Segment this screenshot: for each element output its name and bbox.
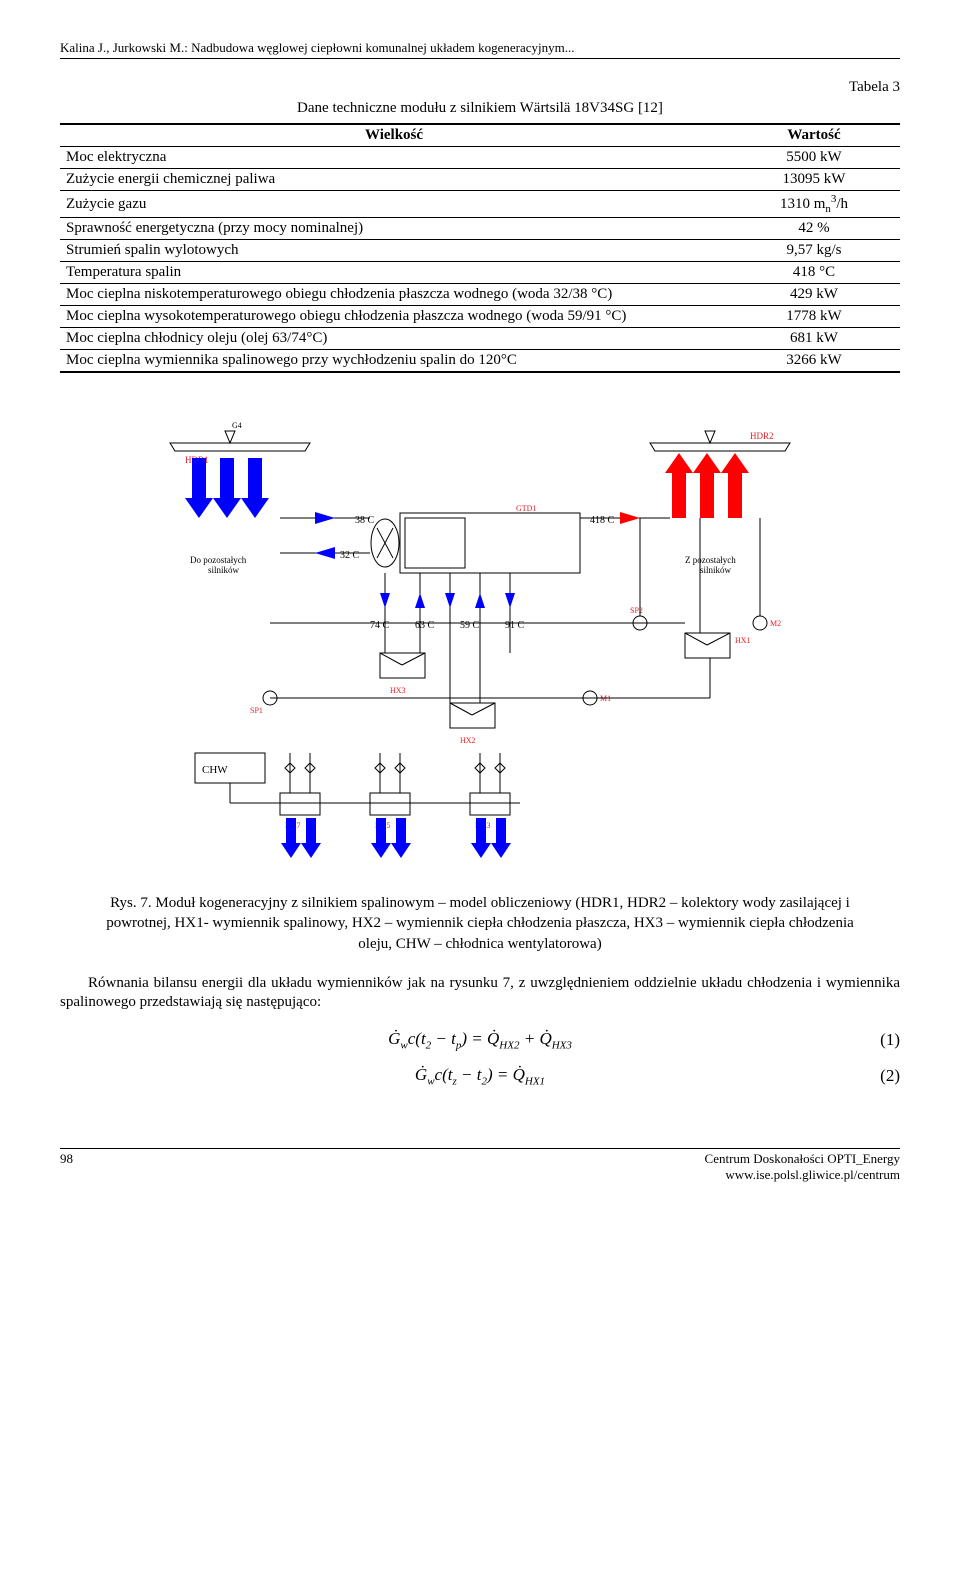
t74: 74 C [370,620,390,631]
table-caption: Dane techniczne modułu z silnikiem Wärts… [60,100,900,117]
cell-key: Zużycie energii chemicznej paliwa [60,169,728,191]
equation-2: Ġwc(tz − t2) = Q̇HX1 (2) [60,1065,900,1087]
page-footer: 98 Centrum Doskonałości OPTI_Energy www.… [60,1148,900,1183]
hdr2-label: HDR2 [750,431,774,441]
equation-1: Ġwc(t2 − tp) = Q̇HX2 + Q̇HX3 (1) [60,1029,900,1051]
hdr1: HDR1 G4 [170,421,310,465]
table-row: Moc cieplna wymiennika spalinowego przy … [60,350,900,373]
arrows-down-left [185,458,269,518]
t91: 91 C [505,620,525,631]
cell-key: Moc cieplna chłodnicy oleju (olej 63/74°… [60,328,728,350]
valves [285,763,505,773]
page-number: 98 [60,1151,73,1183]
chw-cooler: CHW [195,753,265,783]
table-row: Temperatura spalin418 °C [60,262,900,284]
cell-value: 1778 kW [728,306,900,328]
cell-value: 681 kW [728,328,900,350]
cell-key: Sprawność energetyczna (przy mocy nomina… [60,218,728,240]
cell-key: Moc cieplna niskotemperaturowego obiegu … [60,284,728,306]
sp2-label: SP2 [630,606,643,615]
table-label: Tabela 3 [60,79,900,96]
eq2-number: (2) [880,1066,900,1086]
cell-value: 13095 kW [728,169,900,191]
hx3-exchanger: HX3 [380,653,425,695]
engine-block: GTD1 [371,504,580,573]
t38: 38 C [355,515,375,526]
cell-value: 418 °C [728,262,900,284]
table-row: Zużycie gazu1310 mn3/h [60,191,900,218]
hx1-label: HX1 [735,636,751,645]
figure-caption: Rys. 7. Moduł kogeneracyjny z silnikiem … [100,893,860,954]
table-row: Moc cieplna chłodnicy oleju (olej 63/74°… [60,328,900,350]
cell-key: Strumień spalin wylotowych [60,240,728,262]
table-row: Strumień spalin wylotowych9,57 kg/s [60,240,900,262]
table-row: Moc cieplna niskotemperaturowego obiegu … [60,284,900,306]
cell-key: Moc elektryczna [60,147,728,169]
hx3-label: HX3 [390,686,406,695]
cell-value: 9,57 kg/s [728,240,900,262]
table-row: Zużycie energii chemicznej paliwa13095 k… [60,169,900,191]
th-wielkosc: Wielkość [60,124,728,147]
arrows-up-right [665,453,749,518]
t32: 32 C [340,550,360,561]
m2-label: M2 [770,619,781,628]
t63: 63 C [415,620,435,631]
table-row: Moc elektryczna5500 kW [60,147,900,169]
th-wartosc: Wartość [728,124,900,147]
cell-value: 3266 kW [728,350,900,373]
sp1-label: SP1 [250,706,263,715]
footer-line-1: Centrum Doskonałości OPTI_Energy [705,1151,900,1167]
cell-key: Temperatura spalin [60,262,728,284]
label-right: Z pozostałychsilników [685,555,736,575]
hdr2: HDR2 [650,431,790,451]
footer-line-2: www.ise.polsl.gliwice.pl/centrum [705,1167,900,1183]
cell-value: 1310 mn3/h [728,191,900,218]
table-row: Moc cieplna wysokotemperaturowego obiegu… [60,306,900,328]
cell-value: 429 kW [728,284,900,306]
hx2-exchanger: HX2 [450,703,495,745]
page-header: Kalina J., Jurkowski M.: Nadbudowa węglo… [60,40,900,59]
hx1-exchanger: HX1 [685,633,751,658]
t418: 418 C [590,515,615,526]
g4-label: G4 [232,421,242,430]
cell-key: Moc cieplna wymiennika spalinowego przy … [60,350,728,373]
cell-value: 42 % [728,218,900,240]
hx2-label: HX2 [460,736,476,745]
cogeneration-diagram: HDR1 G4 HDR2 Do pozostałychsilników Z po… [130,403,830,883]
cell-key: Moc cieplna wysokotemperaturowego obiegu… [60,306,728,328]
bottom-arrows [281,818,511,858]
t59: 59 C [460,620,480,631]
cell-value: 5500 kW [728,147,900,169]
label-left: Do pozostałychsilników [190,555,247,575]
gtd1-label: GTD1 [516,504,536,513]
data-table: Wielkość Wartość Moc elektryczna5500 kWZ… [60,123,900,373]
cell-key: Zużycie gazu [60,191,728,218]
table-row: Sprawność energetyczna (przy mocy nomina… [60,218,900,240]
body-paragraph-1: Równania bilansu energii dla układu wymi… [60,974,900,1013]
chw-label: CHW [202,764,228,776]
eq1-number: (1) [880,1030,900,1050]
